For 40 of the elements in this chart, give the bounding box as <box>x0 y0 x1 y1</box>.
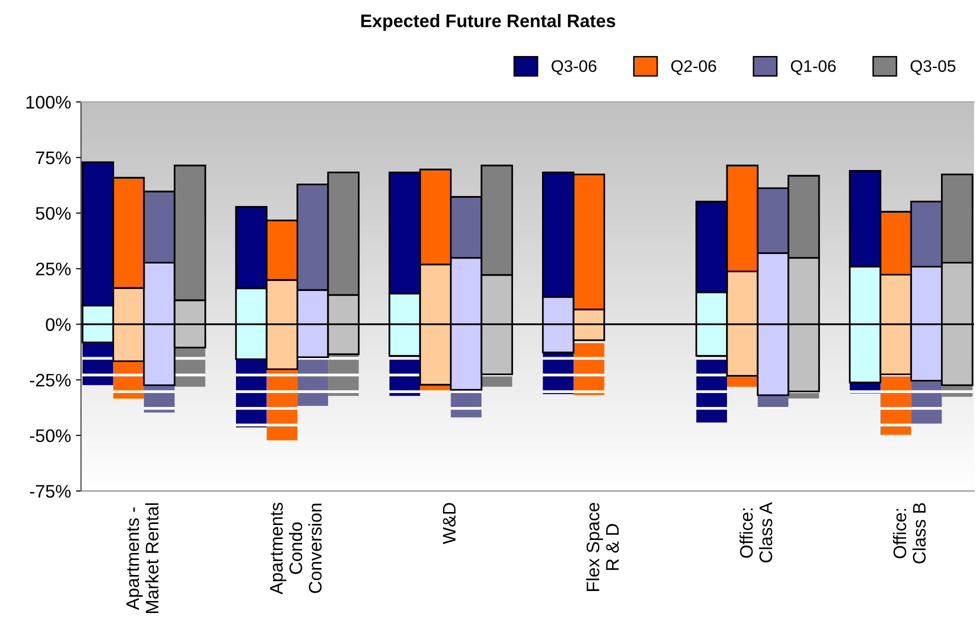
bar <box>788 391 820 399</box>
bar <box>236 359 267 428</box>
bar <box>174 348 206 387</box>
x-tick-label: W&D <box>442 502 456 544</box>
legend-label: Q2-06 <box>671 60 716 75</box>
x-tick-label: Flex Space R & D <box>586 502 619 591</box>
bar <box>450 390 482 418</box>
bar <box>542 352 574 394</box>
bar <box>574 340 604 396</box>
bar <box>850 382 880 394</box>
bar <box>696 356 728 423</box>
y-tick-label: 100% <box>26 96 71 109</box>
legend-label: Q3-06 <box>552 60 596 75</box>
y-tick-label: 25% <box>36 262 71 276</box>
y-tick-label: -50% <box>30 429 71 442</box>
bar <box>911 380 942 424</box>
bar <box>144 385 175 413</box>
bar <box>727 376 758 387</box>
bar <box>297 357 328 406</box>
bar <box>880 374 912 435</box>
y-tick-label: -25% <box>30 374 71 387</box>
bar <box>942 385 973 397</box>
bar <box>758 395 788 410</box>
chart-title: Expected Future Rental Rates <box>361 14 616 31</box>
x-tick-label: Apartments Condo Conversion <box>270 502 322 594</box>
bar <box>113 361 144 399</box>
y-tick-label: -75% <box>30 485 71 498</box>
x-tick-label: Office: Class B <box>892 503 926 564</box>
y-tick-label: 50% <box>36 207 71 220</box>
legend-label: Q3-05 <box>910 60 956 75</box>
bar <box>389 356 420 396</box>
y-tick-label: 75% <box>36 152 71 164</box>
y-tick-label: 0% <box>46 318 71 331</box>
legend-label: Q1-06 <box>790 60 836 75</box>
bar <box>266 369 298 443</box>
x-tick-label: Office: Class A <box>740 502 772 562</box>
x-tick-label: Apartments - Market Rental <box>126 503 158 614</box>
bar <box>328 354 359 396</box>
bar <box>82 342 114 386</box>
bar <box>420 384 451 392</box>
